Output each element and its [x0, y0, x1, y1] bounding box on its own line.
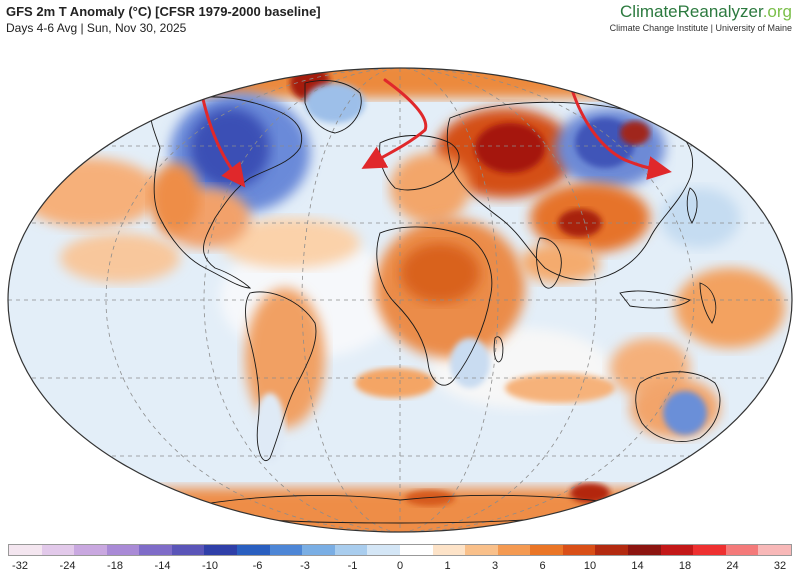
colorbar-swatch [595, 545, 628, 555]
coastlines [149, 80, 751, 524]
brand-logo[interactable]: ClimateReanalyzer.org Climate Change Ins… [610, 2, 792, 33]
colorbar-tick-label: 14 [631, 560, 644, 572]
colorbar-tick-label: -24 [59, 560, 76, 572]
colorbar-swatch [432, 545, 466, 555]
colorbar-swatch [627, 545, 661, 555]
colorbar-swatch [530, 545, 563, 555]
colorbar-tick-label: 18 [678, 560, 692, 572]
colorbar [8, 544, 792, 556]
colorbar-swatch [171, 545, 205, 555]
colorbar-tick-label: 32 [773, 560, 787, 572]
colorbar-swatch [269, 545, 303, 555]
brand-name: ClimateReanalyzer.org [620, 2, 792, 21]
colorbar-swatch [9, 545, 42, 555]
colorbar-swatch [758, 545, 791, 555]
globe-outline [7, 67, 793, 533]
colorbar-tick-label: -3 [300, 560, 310, 572]
colorbar-swatch [139, 545, 172, 555]
colorbar-swatch [204, 545, 238, 555]
colorbar-swatch [106, 545, 140, 555]
colorbar-tick-label: -1 [347, 560, 358, 572]
colorbar-swatch [693, 545, 726, 555]
colorbar-swatch [367, 545, 400, 555]
colorbar-swatch [725, 545, 759, 555]
colorbar-tick-label: -32 [12, 560, 28, 572]
colorbar-swatch [465, 545, 498, 555]
colorbar-tick-label: -6 [252, 560, 263, 572]
colorbar-tick-label: 6 [539, 560, 546, 572]
colorbar-swatch [237, 545, 270, 555]
colorbar-swatch [41, 545, 75, 555]
colorbar-swatch [334, 545, 368, 555]
colorbar-tick-label: 3 [491, 560, 499, 572]
anomaly-map [7, 67, 793, 533]
colorbar-swatch [302, 545, 335, 555]
colorbar-tick-label: 1 [444, 560, 451, 572]
colorbar-swatch [660, 545, 694, 555]
map-title: GFS 2m T Anomaly (°C) [CFSR 1979-2000 ba… [6, 4, 321, 19]
colorbar-swatch [74, 545, 107, 555]
colorbar-tick-label: -10 [202, 560, 218, 572]
arrow-atlantic [361, 78, 428, 169]
colorbar-swatch [562, 545, 596, 555]
colorbar-tick-label: -14 [154, 560, 171, 572]
colorbar-swatch [399, 545, 433, 555]
map-subtitle: Days 4-6 Avg | Sun, Nov 30, 2025 [6, 21, 187, 35]
colorbar-tick-label: 0 [396, 560, 404, 572]
colorbar-swatch [497, 545, 531, 555]
brand-tagline: Climate Change Institute | University of… [609, 23, 792, 33]
colorbar-tick-label: 24 [726, 560, 739, 572]
colorbar-ticks: -32 -24 -18 -14 -10 -6 -3 -1 0 1 3 6 10 14 18 24 32 [8, 560, 792, 574]
arrow-asia [568, 81, 672, 180]
colorbar-tick-label: -18 [107, 560, 123, 572]
colorbar-tick-label: 10 [583, 560, 597, 572]
